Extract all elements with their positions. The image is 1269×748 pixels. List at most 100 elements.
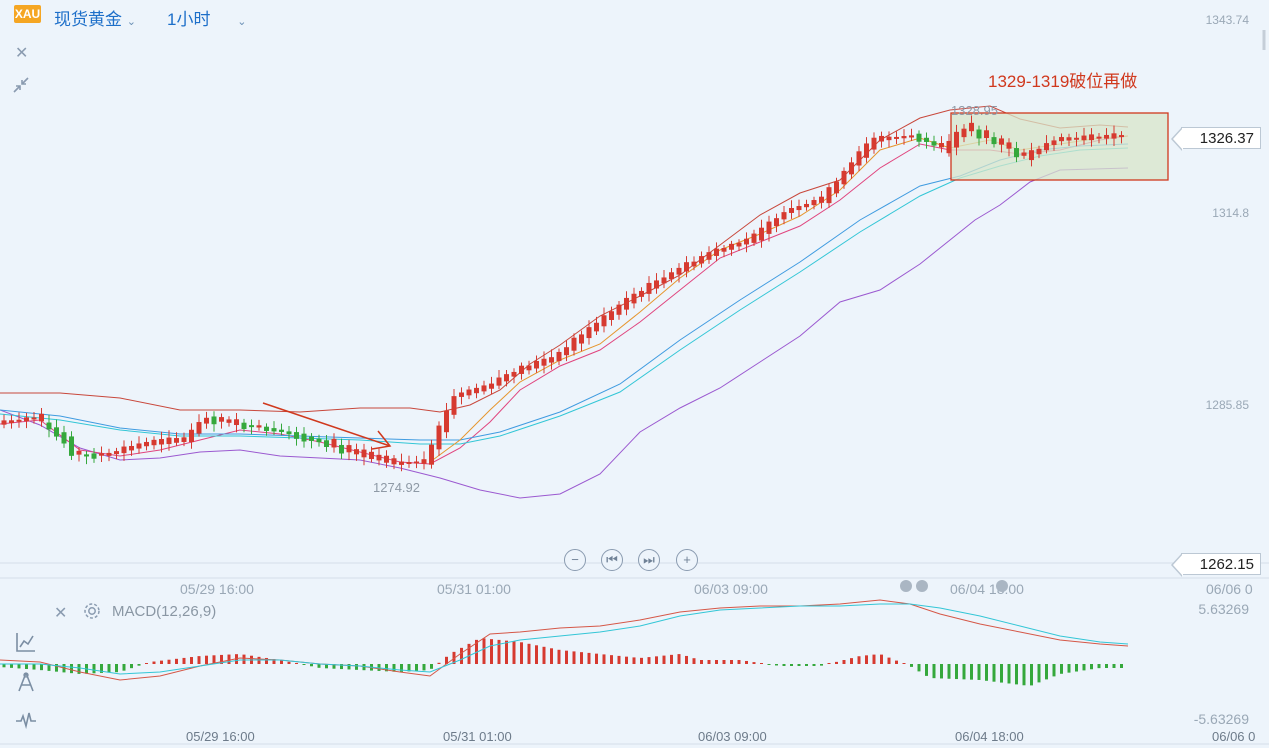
candle-body — [541, 358, 547, 366]
zoom-in-icon[interactable]: + — [676, 549, 698, 571]
macd-bar — [1045, 664, 1048, 680]
candle-body — [804, 203, 809, 208]
macd-bar — [542, 646, 546, 664]
macd-bar — [1075, 664, 1078, 672]
candle-body — [279, 429, 284, 432]
macd-bar — [715, 660, 718, 664]
pulse-icon[interactable] — [12, 708, 40, 736]
candle-body — [939, 143, 944, 148]
macd-bar — [610, 655, 613, 664]
candle-body — [264, 426, 269, 431]
scroll-handle[interactable] — [900, 580, 912, 592]
candle-body — [1044, 143, 1049, 151]
macd-bar — [527, 643, 531, 664]
candle-body — [534, 360, 539, 369]
macd-bar — [497, 639, 501, 664]
macd-bar — [437, 662, 441, 664]
close-icon[interactable]: ✕ — [54, 605, 68, 622]
macd-bar — [47, 664, 51, 671]
macd-bar — [1037, 664, 1041, 683]
macd-bar — [835, 661, 838, 664]
macd-bar — [400, 664, 403, 672]
candle-body — [406, 462, 412, 464]
macd-bar — [550, 648, 553, 664]
zoom-out-icon[interactable]: − — [564, 549, 586, 571]
candle-body — [721, 248, 727, 252]
interval-selector[interactable]: 1小时 ⌄ — [167, 5, 246, 30]
macd-bar — [790, 664, 793, 666]
macd-bar — [820, 664, 823, 666]
trend-arrow-head — [371, 430, 392, 450]
macd-bar — [272, 659, 276, 664]
macd-bar — [287, 661, 291, 664]
macd-bar — [655, 656, 658, 664]
candle-body — [301, 433, 307, 442]
indicator-icon[interactable] — [12, 630, 40, 658]
time-tick: 05/31 01:00 — [437, 581, 511, 597]
macd-bar — [827, 663, 831, 664]
candle-body — [699, 256, 704, 264]
macd-bar — [985, 664, 988, 681]
macd-bar — [1007, 664, 1011, 684]
candle-body — [316, 438, 322, 443]
candle-body — [549, 357, 554, 363]
macd-histogram — [2, 638, 1123, 686]
candle-body — [781, 212, 787, 220]
macd-bar — [587, 652, 591, 664]
macd-bar — [265, 657, 268, 664]
macd-bar — [197, 656, 201, 664]
close-icon[interactable]: ✕ — [15, 45, 29, 62]
macd-bar — [242, 654, 246, 664]
candle-body — [661, 277, 667, 284]
candle-body — [99, 453, 104, 456]
macd-bar — [392, 664, 396, 672]
candle-body — [511, 371, 517, 377]
candle-body — [219, 417, 224, 422]
symbol-selector[interactable]: 现货黄金 ⌄ — [54, 5, 136, 30]
macd-bar — [812, 664, 816, 666]
candle-body — [16, 419, 22, 422]
consolidation-box — [950, 112, 1169, 181]
macd-bar — [745, 660, 748, 664]
candle-body — [76, 450, 82, 455]
candle-body — [84, 454, 89, 457]
candle-body — [1074, 137, 1079, 140]
candle-body — [481, 385, 487, 392]
prev-icon[interactable]: ⏮ — [601, 549, 623, 571]
macd-bar — [17, 664, 21, 669]
scroll-handle[interactable] — [996, 580, 1008, 592]
candle-body — [954, 131, 959, 148]
collapse-icon[interactable] — [12, 76, 30, 99]
candle-body — [114, 451, 119, 455]
macd-bar — [520, 642, 523, 664]
candle-body — [189, 429, 194, 443]
symbol-badge: XAU — [14, 5, 41, 23]
macd-bar — [407, 664, 411, 672]
candle-body — [129, 445, 134, 451]
candle-body — [1089, 134, 1094, 141]
macd-bar — [685, 655, 688, 664]
macd-bar — [347, 664, 351, 670]
drawing-icon[interactable] — [12, 670, 40, 698]
candle-body — [639, 290, 644, 297]
macd-label: MACD(12,26,9) — [112, 603, 217, 620]
candle-body — [46, 422, 52, 430]
macd-bar — [385, 664, 388, 672]
macd-bar — [430, 664, 433, 669]
next-icon[interactable]: ⏭ — [638, 549, 660, 571]
scroll-handle[interactable] — [916, 580, 928, 592]
macd-bar — [1000, 664, 1003, 683]
macd-bar — [707, 660, 711, 664]
macd-bar — [325, 664, 328, 669]
time-tick: 06/04 18:00 — [955, 729, 1024, 744]
candle-body — [451, 396, 457, 415]
settings-icon[interactable] — [82, 601, 102, 626]
candle-body — [834, 181, 839, 194]
candle-body — [976, 129, 982, 139]
macd-bar — [70, 664, 73, 674]
candle-body — [489, 383, 494, 389]
macd-bar — [1052, 664, 1056, 677]
candle-body — [1096, 136, 1102, 139]
macd-bar — [182, 657, 186, 664]
